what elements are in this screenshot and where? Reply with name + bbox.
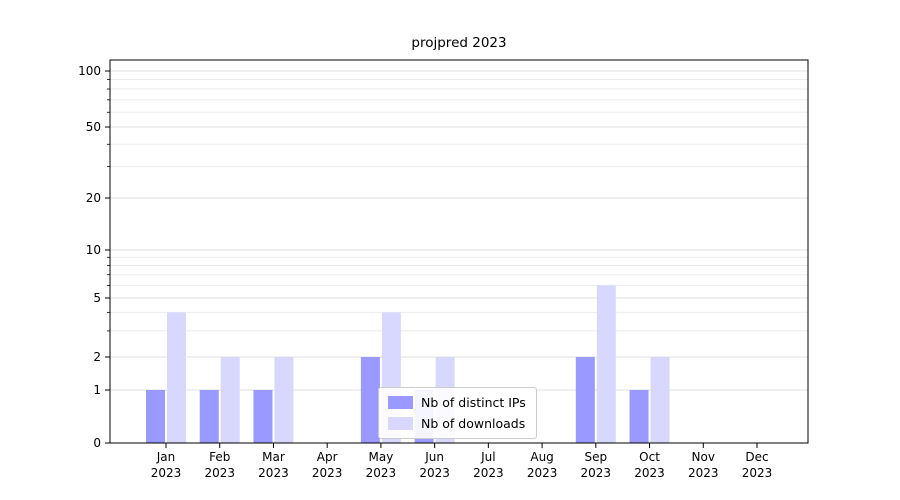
legend: Nb of distinct IPs Nb of downloads [378,387,537,439]
bar-downloads [650,357,670,443]
y-tick-label: 10 [86,243,101,257]
x-tick-label-month: Feb [209,450,230,464]
bar-downloads [167,312,186,443]
bar-distinct-ips [629,390,649,443]
x-tick-label-month: Dec [745,450,768,464]
x-tick-label-year: 2023 [527,466,558,480]
y-tick-label: 1 [93,383,101,397]
x-tick-label-year: 2023 [312,466,343,480]
bar-distinct-ips [146,390,165,443]
y-tick-label: 0 [93,436,101,450]
x-tick-label-year: 2023 [258,466,289,480]
x-tick-label-year: 2023 [688,466,719,480]
x-tick-label-year: 2023 [366,466,397,480]
x-tick-label-month: Oct [639,450,660,464]
bar-downloads [596,285,616,443]
bar-downloads [220,357,240,443]
x-tick-label-month: Jun [424,450,444,464]
bar-downloads [274,357,294,443]
bar-distinct-ips [199,390,219,443]
y-tick-label: 100 [78,64,101,78]
x-tick-label-year: 2023 [204,466,235,480]
bar-distinct-ips [575,357,595,443]
y-tick-label: 2 [93,350,101,364]
bar-distinct-ips [360,357,380,443]
x-tick-label-month: Aug [530,450,553,464]
legend-swatch-distinct-ips [388,396,413,409]
x-tick-label-year: 2023 [473,466,504,480]
x-tick-label-month: May [369,450,394,464]
x-tick-label-month: Mar [262,450,285,464]
legend-swatch-downloads [388,417,413,430]
axes-box [109,59,809,444]
y-tick-label: 50 [86,120,101,134]
x-tick-label-year: 2023 [634,466,665,480]
x-tick-label-year: 2023 [151,466,182,480]
x-tick-label-month: Jan [156,450,176,464]
chart-title: projpred 2023 [411,35,507,51]
x-tick-label-year: 2023 [742,466,773,480]
x-tick-label-month: Nov [692,450,715,464]
legend-item: Nb of downloads [388,416,526,431]
legend-label-distinct-ips: Nb of distinct IPs [421,395,526,410]
x-tick-label-month: Sep [585,450,608,464]
y-tick-label: 20 [86,191,101,205]
bar-distinct-ips [253,390,273,443]
legend-label-downloads: Nb of downloads [421,416,526,431]
y-tick-label: 5 [93,291,101,305]
x-tick-label-month: Jul [480,450,495,464]
x-tick-label-year: 2023 [581,466,612,480]
x-tick-label-year: 2023 [419,466,450,480]
x-tick-label-month: Apr [317,450,338,464]
legend-item: Nb of distinct IPs [388,395,526,410]
